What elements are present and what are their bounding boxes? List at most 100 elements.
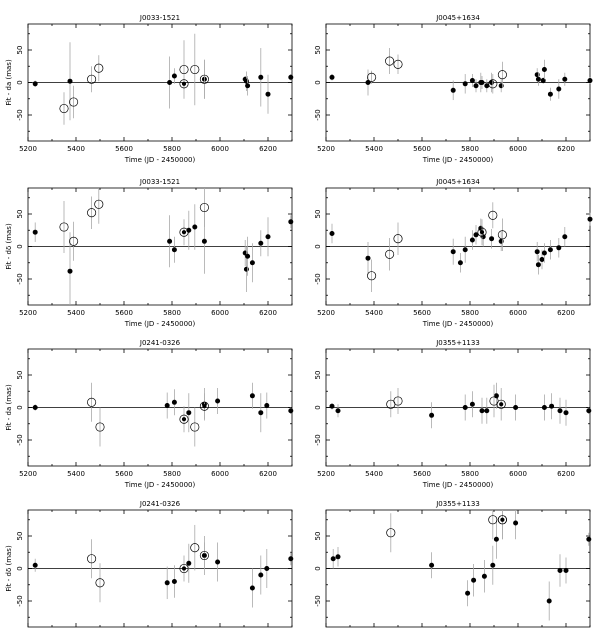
data-point-target-core [181, 230, 187, 235]
x-tick-label: 6000 [211, 309, 229, 317]
x-tick-label: 6000 [211, 470, 229, 478]
data-point [186, 560, 192, 566]
panel-3: J0033-1521 5200 5400 5600 5800 6000 6200 -50 0 50… [5, 178, 294, 328]
data-point-open [59, 103, 69, 114]
y-tick-label: 50 [16, 371, 24, 380]
y-tick-label: 0 [16, 244, 24, 248]
data-point-open [488, 79, 498, 89]
data-point [330, 556, 336, 562]
data-point [462, 81, 468, 87]
x-tick-label: 5600 [413, 470, 431, 478]
data-point [215, 559, 221, 565]
data-point-open [190, 422, 200, 432]
data-point [469, 401, 475, 407]
data-point [186, 227, 192, 233]
y-tick-label: -50 [314, 109, 322, 120]
data-point-target [179, 79, 189, 89]
data-point-target [179, 563, 189, 574]
data-point [192, 224, 198, 230]
data-point-target [497, 515, 507, 525]
data-point [547, 247, 553, 253]
data-point [429, 412, 435, 418]
data-point [171, 399, 177, 405]
y-tick-label: 50 [16, 210, 24, 219]
y-tick-label: 0 [314, 80, 322, 84]
data-point [546, 598, 552, 604]
data-point [335, 554, 341, 560]
y-tick-label: 50 [314, 210, 322, 219]
data-point-open [190, 64, 200, 75]
data-point [32, 404, 38, 410]
panel-2: J0045+1634 5200 5400 5600 5800 6000 6200 -50 0 50… [314, 14, 593, 164]
data-point [288, 408, 294, 414]
y-tick-label: 0 [314, 244, 322, 248]
data-point [469, 237, 475, 243]
data-point [249, 393, 255, 399]
data-point-target-core [479, 230, 485, 235]
data-point [479, 80, 485, 86]
x-tick-label: 5200 [317, 309, 335, 317]
data-point [586, 536, 592, 542]
x-tick-label: 5400 [365, 309, 383, 317]
data-point-open [393, 59, 403, 69]
x-tick-label: 6200 [557, 145, 575, 153]
x-axis-label: Time (JD - 2450000) [422, 320, 494, 328]
panel-6: J0355+1133 5200 5400 5600 5800 6000 6200 -50 0 50… [314, 339, 592, 489]
data-point [462, 404, 468, 410]
data-point-target [199, 401, 209, 411]
y-tick-label: 50 [314, 532, 322, 541]
data-point [167, 80, 173, 86]
data-point-open [199, 202, 209, 213]
data-point [365, 255, 371, 261]
data-point [493, 536, 499, 542]
data-point [288, 74, 294, 80]
x-tick-label: 5400 [67, 309, 85, 317]
data-point [556, 86, 562, 92]
data-point [490, 562, 496, 568]
x-tick-label: 5200 [19, 309, 37, 317]
y-tick-label: 50 [16, 46, 24, 55]
panel-4: J0045+1634 5200 5400 5600 5800 6000 6200 -50 0 50… [314, 178, 593, 328]
data-point [557, 567, 563, 573]
y-tick-label: 50 [314, 371, 322, 380]
panel-title: J0033-1521 [139, 14, 180, 22]
data-point [473, 232, 479, 238]
data-point [329, 74, 335, 80]
y-axis-label: Fit - dδ (mas) [5, 545, 13, 592]
data-point [549, 403, 555, 409]
data-point [329, 403, 335, 409]
data-point-open [59, 222, 69, 232]
data-point [469, 78, 475, 84]
data-point-target-core [499, 402, 504, 407]
data-point-target-core [181, 566, 187, 571]
y-tick-label: 0 [314, 566, 322, 570]
data-point-target-core [202, 404, 207, 409]
y-tick-label: -50 [16, 434, 24, 445]
x-tick-label: 5800 [461, 470, 479, 478]
data-point [471, 577, 477, 583]
data-point-open [87, 397, 97, 407]
data-point [265, 91, 271, 97]
data-point-target-core [181, 81, 187, 86]
data-point [67, 268, 73, 274]
data-point-open [87, 554, 97, 564]
data-point [167, 238, 173, 244]
y-tick-label: -50 [314, 595, 322, 606]
panel-title: J0033-1521 [139, 178, 180, 186]
data-point [563, 410, 569, 416]
data-point [288, 219, 294, 225]
data-point [457, 260, 463, 266]
data-point-target-core [202, 553, 207, 558]
x-tick-label: 5200 [317, 145, 335, 153]
data-point-open [385, 56, 395, 66]
data-point [450, 87, 456, 93]
data-point [32, 81, 38, 87]
data-point [556, 245, 562, 251]
data-point [479, 408, 485, 414]
x-tick-label: 5600 [115, 145, 133, 153]
data-point [171, 247, 177, 253]
data-point [329, 231, 335, 237]
data-point-target [477, 227, 487, 237]
data-point-open [386, 528, 396, 538]
data-point [473, 83, 479, 89]
